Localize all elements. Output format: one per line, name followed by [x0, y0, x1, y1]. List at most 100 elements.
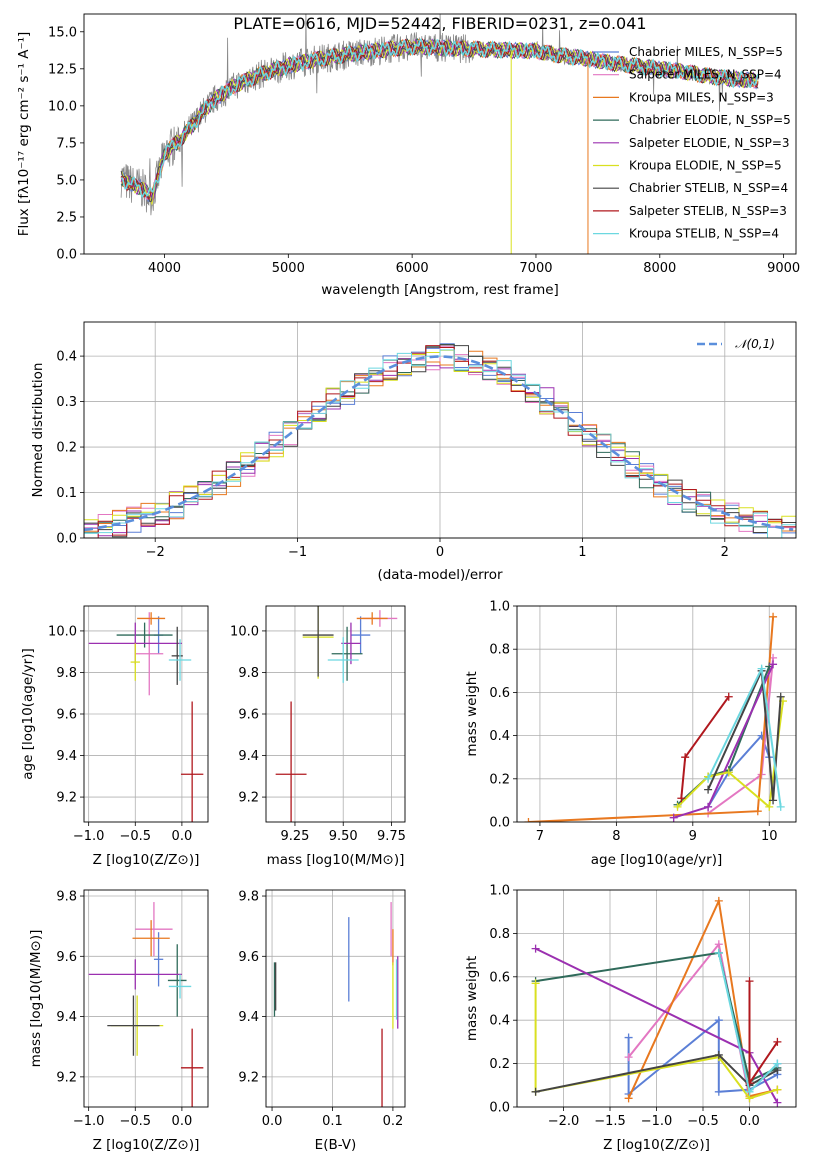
legend-entry: Chabrier ELODIE, N_SSP=5 — [629, 113, 791, 127]
age_vs_mass-ytick-label: 9.2 — [238, 791, 259, 806]
age_vs_Z-plot-area — [88, 612, 204, 822]
mass_vs_Z-ytick-label: 9.2 — [56, 1070, 77, 1085]
age_vs_mass-frame — [265, 605, 406, 823]
histogram-step-4 — [84, 354, 796, 538]
weight_vs_Z-marker — [714, 896, 723, 905]
age_vs_Z-point — [130, 643, 140, 681]
age_vs_Z-ytick-label: 9.6 — [56, 708, 77, 723]
weight_vs_Z-ylabel: mass weight — [464, 956, 480, 1041]
weight_vs_Z-ytick-label: 0.6 — [489, 970, 510, 985]
weight_vs_Z-marker — [714, 948, 723, 957]
weight_vs_age-ytick-label: 0.6 — [489, 686, 510, 701]
weight_vs_age-marker — [769, 796, 778, 805]
legend-entry: Salpeter MILES, N_SSP=4 — [629, 68, 782, 82]
weight_vs_age-marker — [704, 802, 713, 811]
age_vs_Z-ytick-label: 9.8 — [56, 666, 77, 681]
mass_vs_Z-xtick-label: 0.0 — [172, 1114, 193, 1129]
weight_vs_Z-series-line-3 — [535, 951, 778, 1083]
mass_vs_ebv-xlabel: E(B-V) — [315, 1137, 357, 1153]
weight_vs_Z-marker — [624, 1053, 633, 1062]
weight_vs_Z-ytick-label: 0.0 — [489, 1101, 510, 1116]
mass_vs_Z-frame — [83, 889, 209, 1108]
weight_vs_Z-marker — [714, 940, 723, 949]
age_vs_Z-ytick-label: 9.2 — [56, 791, 77, 806]
spectrum-ytick-label: 10.0 — [48, 99, 77, 114]
legend-entry: Kroupa ELODIE, N_SSP=5 — [629, 159, 782, 173]
weight_vs_age-xlabel: age [log10(age/yr)] — [591, 852, 723, 868]
spectrum-ytick-label: 7.5 — [56, 136, 77, 151]
mass_vs_ebv-ytick-label: 9.4 — [238, 1010, 259, 1025]
weight_vs_Z-xtick-label: −1.0 — [641, 1114, 673, 1129]
weight_vs_Z-ytick-label: 0.4 — [489, 1014, 510, 1029]
weight_vs_Z-marker — [714, 1050, 723, 1059]
weight_vs_Z-marker — [773, 1098, 782, 1107]
mass_vs_Z-plot-area — [88, 902, 204, 1107]
residuals-ytick-label: 0.2 — [56, 441, 77, 456]
age_vs_mass-ytick-label: 9.8 — [238, 666, 259, 681]
weight_vs_age-marker — [724, 692, 733, 701]
weight_vs_Z-marker — [531, 1087, 540, 1096]
spectrum-xtick-label: 7000 — [519, 261, 552, 276]
weight_vs_age-marker — [724, 768, 733, 777]
legend-entry: Salpeter ELODIE, N_SSP=3 — [629, 136, 790, 150]
age_vs_mass-point — [350, 616, 371, 654]
mass_vs_ebv-plot-area — [273, 902, 399, 1107]
spectrum-ytick-label: 15.0 — [48, 25, 77, 40]
spectrum-xtick-label: 5000 — [272, 261, 305, 276]
weight_vs_Z-xlabel: Z [log10(Z/Z⊙)] — [603, 1137, 710, 1153]
mass_vs_ebv-frame — [265, 889, 406, 1108]
age_vs_mass-ytick-label: 9.6 — [238, 708, 259, 723]
weight_vs_age-ytick-label: 0.8 — [489, 643, 510, 658]
residuals-xtick-label: −1 — [288, 545, 307, 560]
age_vs_mass-point — [341, 622, 361, 665]
weight_vs_Z-ytick-label: 0.8 — [489, 927, 510, 942]
residuals-xtick-label: 1 — [578, 545, 586, 560]
age_vs_mass-point — [331, 626, 363, 681]
weight_vs_Z-xtick-label: 0.0 — [739, 1114, 760, 1129]
weight_vs_age-marker — [757, 664, 766, 673]
age_vs_Z-xtick-label: 0.0 — [172, 829, 193, 844]
residuals-panel: −2 −1 0 1 2 0.0 0.1 0.2 0.3 0.4 𝒩(0,1) (data-model)… — [30, 321, 797, 583]
mass_vs_ebv-ytick-label: 9.2 — [238, 1070, 259, 1085]
spectrum-ylabel: Flux [fλ10⁻¹⁷ erg cm⁻² s⁻¹ A⁻¹] — [16, 32, 32, 237]
weight_vs_Z-marker — [531, 979, 540, 988]
age_vs_Z-point — [168, 639, 192, 681]
residuals-xlabel: (data-model)/error — [377, 567, 503, 583]
spectrum-model-line-8 — [120, 38, 759, 198]
spectrum-legend: Chabrier MILES, N_SSP=5 Salpeter MILES, N… — [593, 45, 791, 241]
age_vs_mass-panel: 9.25 9.50 9.75 9.2 9.4 9.6 9.8 10.0 mass [log10(… — [230, 605, 406, 868]
legend-entry: 𝒩(0,1) — [735, 337, 775, 351]
legend-entry: Kroupa MILES, N_SSP=3 — [629, 90, 774, 104]
spectrum-xtick-label: 9000 — [767, 261, 800, 276]
mass_vs_ebv-xtick-label: 0.1 — [322, 1114, 343, 1129]
weight_vs_age-marker — [765, 802, 774, 811]
spectrum-ytick-label: 5.0 — [56, 173, 77, 188]
weight_vs_age-marker — [753, 807, 762, 816]
age_vs_mass-point — [302, 606, 334, 677]
residuals-xtick-label: 2 — [721, 545, 729, 560]
age_vs_mass-point — [275, 701, 307, 822]
weight_vs_age-marker — [776, 692, 785, 701]
mass_vs_Z-ylabel: mass [log10(M/M⊙)] — [28, 930, 44, 1068]
weight_vs_age-ytick-label: 1.0 — [489, 600, 510, 615]
mass_vs_Z-ytick-label: 9.8 — [56, 890, 77, 905]
mass_vs_Z-point — [107, 995, 160, 1056]
mass_vs_Z-point — [167, 944, 187, 1017]
mass_vs_Z-point — [153, 932, 164, 987]
age_vs_Z-ytick-label: 9.4 — [56, 749, 77, 764]
spectrum-title: PLATE=0616, MJD=52442, FIBERID=0231, z=0… — [233, 14, 646, 33]
weight_vs_age-ylabel: mass weight — [464, 671, 480, 756]
spectrum-xtick-label: 8000 — [643, 261, 676, 276]
weight_vs_age-marker — [704, 774, 713, 783]
weight_vs_age-panel: 7 8 9 10 0.0 0.2 0.4 0.6 0.8 1.0 age [log10(age/yr… — [464, 600, 797, 868]
weight_vs_age-series-line-6 — [707, 666, 782, 801]
weight_vs_age-marker — [769, 660, 778, 669]
weight_vs_Z-marker — [745, 977, 754, 986]
residuals-ytick-label: 0.3 — [56, 395, 77, 410]
residuals-ytick-label: 0.1 — [56, 486, 77, 501]
weight_vs_Z-plot-area — [531, 896, 782, 1107]
mass_vs_Z-point — [180, 1028, 204, 1107]
weight_vs_age-marker — [681, 753, 690, 762]
age_vs_mass-point — [356, 612, 388, 625]
